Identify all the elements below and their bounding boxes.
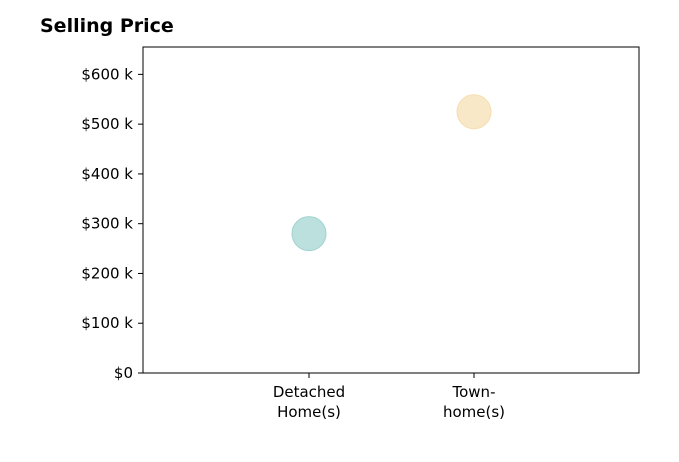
x-axis: Detached Home(s) Town-home(s) [273,373,505,421]
y-tick-label: $500 k [81,115,133,133]
chart-title: Selling Price [40,15,174,37]
y-axis: $0 $100 k $200 k $300 k $400 k $500 k $600 k [81,65,143,382]
y-tick-label: $0 [114,364,133,382]
x-tick-label: Detached Home(s) [273,383,345,421]
y-tick-label: $600 k [81,65,133,83]
data-point [456,94,492,130]
x-tick-label: Town-home(s) [443,383,505,421]
plot-frame [142,46,640,374]
y-tick-label: $300 k [81,215,133,233]
y-tick-label: $400 k [81,165,133,183]
data-point [291,216,327,252]
y-tick-label: $200 k [81,264,133,282]
y-tick-label: $100 k [81,314,133,332]
data-points [291,94,492,252]
